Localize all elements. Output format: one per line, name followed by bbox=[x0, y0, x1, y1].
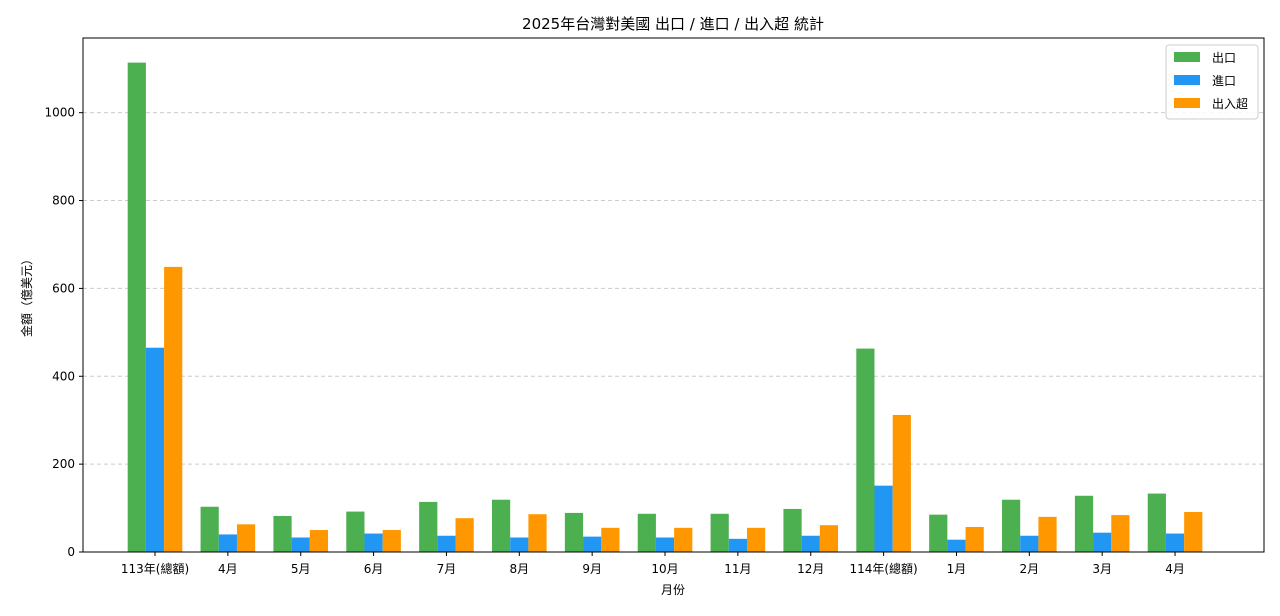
bar-出入超-4月 bbox=[236, 524, 256, 552]
x-tick-label: 5月 bbox=[291, 562, 311, 576]
y-tick-label: 0 bbox=[67, 545, 75, 559]
chart-title: 2025年台灣對美國 出口 / 進口 / 出入超 統計 bbox=[522, 15, 824, 33]
bar-出口-5月 bbox=[273, 515, 292, 552]
bar-出入超-113年(總額) bbox=[164, 266, 183, 552]
bar-進口-4月 bbox=[218, 534, 237, 552]
x-axis: 113年(總額) 4月 5月 6月 7月 8月 9月 10月 11月 12月 114年(總額) 1月 2… bbox=[121, 552, 1185, 576]
x-tick-label: 12月 bbox=[797, 562, 824, 576]
bar-出口-4月 bbox=[200, 506, 219, 552]
bar-進口-113年(總額) bbox=[145, 347, 165, 552]
y-tick-label: 400 bbox=[52, 369, 75, 383]
x-tick-label: 11月 bbox=[724, 562, 751, 576]
y-axis: 0 200 400 600 800 1000 bbox=[44, 106, 83, 559]
x-tick-label: 2月 bbox=[1019, 562, 1039, 576]
x-tick-label: 9月 bbox=[582, 562, 602, 576]
bar-進口-8月 bbox=[510, 537, 529, 552]
bar-出入超-3月 bbox=[1111, 515, 1130, 552]
bar-進口-7月 bbox=[437, 535, 456, 552]
bar-進口-4月 bbox=[1165, 533, 1185, 552]
bar-出入超-11月 bbox=[746, 527, 766, 552]
legend-swatch-出入超 bbox=[1174, 98, 1200, 108]
x-tick-label: 4月 bbox=[218, 562, 238, 576]
x-tick-label: 6月 bbox=[364, 562, 384, 576]
x-axis-label: 月份 bbox=[661, 583, 685, 597]
x-tick-label: 4月 bbox=[1165, 562, 1185, 576]
bar-出口-12月 bbox=[783, 508, 802, 552]
bar-出口-2月 bbox=[1002, 499, 1021, 552]
bar-出口-3月 bbox=[1074, 495, 1094, 552]
legend-label-出入超: 出入超 bbox=[1212, 96, 1248, 111]
bar-出口-114年(總額) bbox=[856, 348, 875, 552]
bar-出入超-12月 bbox=[819, 525, 839, 552]
bar-進口-2月 bbox=[1020, 535, 1039, 552]
bar-進口-12月 bbox=[801, 535, 820, 552]
y-tick-label: 200 bbox=[52, 457, 75, 471]
bar-進口-10月 bbox=[655, 537, 675, 552]
bar-出口-6月 bbox=[346, 511, 365, 552]
bar-進口-6月 bbox=[364, 533, 383, 552]
x-tick-label: 3月 bbox=[1092, 562, 1112, 576]
bar-出口-9月 bbox=[564, 512, 584, 552]
x-tick-label: 114年(總額) bbox=[849, 561, 917, 576]
grid-lines bbox=[83, 112, 1264, 465]
legend-label-進口: 進口 bbox=[1212, 74, 1236, 88]
bar-出入超-8月 bbox=[528, 514, 547, 552]
bar-進口-114年(總額) bbox=[874, 485, 893, 552]
bar-出口-1月 bbox=[929, 514, 948, 552]
bar-進口-11月 bbox=[728, 538, 747, 552]
bar-進口-9月 bbox=[583, 536, 602, 552]
plot-frame bbox=[82, 37, 1265, 553]
bar-出入超-9月 bbox=[601, 527, 620, 552]
y-tick-label: 1000 bbox=[44, 106, 75, 120]
bar-出口-10月 bbox=[637, 513, 656, 552]
x-tick-label: 113年(總額) bbox=[121, 561, 189, 576]
bar-出口-8月 bbox=[492, 499, 511, 552]
bar-出口-113年(總額) bbox=[127, 62, 146, 552]
bar-進口-5月 bbox=[291, 537, 310, 552]
bar-出入超-6月 bbox=[382, 530, 401, 552]
legend-swatch-進口 bbox=[1174, 75, 1200, 85]
bar-出入超-7月 bbox=[455, 518, 474, 552]
bar-出口-7月 bbox=[419, 501, 438, 552]
bar-出口-11月 bbox=[710, 513, 729, 552]
y-axis-label: 金額（億美元） bbox=[19, 253, 34, 337]
bar-出入超-4月 bbox=[1184, 512, 1203, 552]
x-tick-label: 10月 bbox=[651, 562, 678, 576]
bar-出入超-2月 bbox=[1038, 516, 1057, 552]
legend-label-出口: 出口 bbox=[1212, 51, 1236, 65]
bar-出口-4月 bbox=[1147, 493, 1166, 552]
bar-進口-1月 bbox=[947, 539, 966, 552]
bar-進口-3月 bbox=[1093, 532, 1112, 552]
bar-出入超-10月 bbox=[674, 527, 693, 552]
legend-swatch-出口 bbox=[1174, 52, 1200, 62]
y-tick-label: 600 bbox=[52, 281, 75, 295]
x-tick-label: 8月 bbox=[509, 562, 529, 576]
x-tick-label: 7月 bbox=[437, 562, 457, 576]
bar-出入超-1月 bbox=[965, 526, 984, 552]
bar-出入超-5月 bbox=[309, 530, 329, 552]
bar-出入超-114年(總額) bbox=[892, 414, 911, 552]
bars bbox=[127, 62, 1203, 552]
y-tick-label: 800 bbox=[52, 194, 75, 208]
x-tick-label: 1月 bbox=[947, 562, 967, 576]
